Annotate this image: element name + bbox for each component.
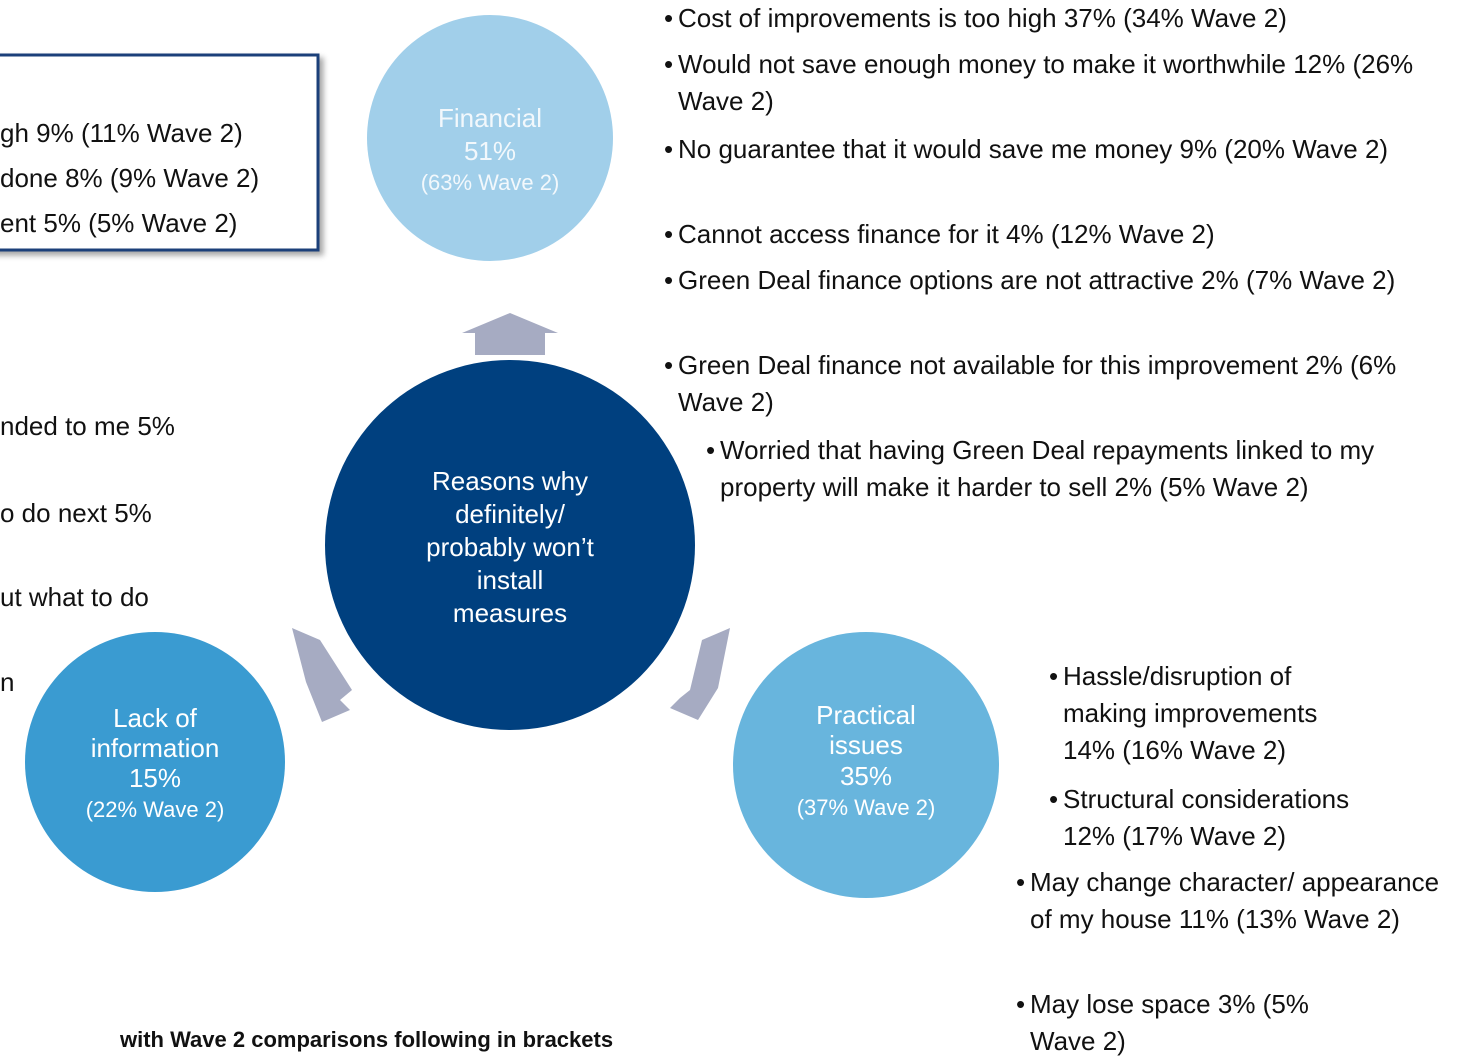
- practical-item: May lose space 3% (5% Wave 2): [1016, 986, 1330, 1060]
- circle-label: Lack of: [113, 703, 198, 733]
- circle-label: install: [477, 565, 543, 595]
- circle-label: definitely/: [455, 499, 566, 529]
- practical-circle: [733, 632, 999, 898]
- circle-label: Practical: [816, 700, 916, 730]
- info-item: nded to me 5%: [0, 411, 175, 441]
- practical-item: May change character/ appearance of my h…: [1016, 864, 1460, 938]
- info-item: o do next 5%: [0, 498, 152, 528]
- box-item: done 8% (9% Wave 2): [0, 163, 260, 193]
- center-circle: [325, 360, 695, 730]
- practical-item: Hassle/disruption of making improvements…: [1049, 658, 1363, 769]
- circle-label: 35%: [840, 761, 892, 791]
- circle-label: Reasons why: [432, 466, 588, 496]
- circle-label: (22% Wave 2): [86, 797, 225, 822]
- box-item: ent 5% (5% Wave 2): [0, 208, 238, 238]
- financial-item: Cannot access finance for it 4% (12% Wav…: [664, 216, 1438, 253]
- information-circle: [25, 632, 285, 892]
- circle-label: measures: [453, 598, 567, 628]
- circle-label: probably won’t: [426, 532, 594, 562]
- circle-label: issues: [829, 730, 903, 760]
- financial-item: Green Deal finance not available for thi…: [664, 347, 1453, 421]
- financial-item: Cost of improvements is too high 37% (34…: [664, 0, 1458, 37]
- financial-item: Would not save enough money to make it w…: [664, 46, 1438, 120]
- financial-item: Green Deal finance options are not attra…: [664, 262, 1438, 299]
- circle-label: 51%: [464, 136, 516, 166]
- practical-item: Structural considerations 12% (17% Wave …: [1049, 781, 1363, 855]
- circle-label: (63% Wave 2): [421, 170, 560, 195]
- circle-label: Financial: [438, 103, 542, 133]
- arrow-left: [292, 628, 352, 722]
- financial-item: Worried that having Green Deal repayment…: [706, 432, 1440, 506]
- circle-label: 15%: [129, 763, 181, 793]
- info-item: ut what to do: [0, 582, 149, 612]
- box: [0, 53, 320, 252]
- info-item: n: [0, 667, 15, 697]
- financial-circle: [367, 15, 613, 261]
- arrow-up: [462, 313, 558, 355]
- box-item: gh 9% (11% Wave 2): [0, 118, 243, 148]
- circle-label: (37% Wave 2): [797, 795, 936, 820]
- circle-label: information: [91, 733, 220, 763]
- financial-item: No guarantee that it would save me money…: [664, 131, 1438, 168]
- arrow-right: [670, 628, 730, 720]
- footnote: with Wave 2 comparisons following in bra…: [120, 1027, 614, 1052]
